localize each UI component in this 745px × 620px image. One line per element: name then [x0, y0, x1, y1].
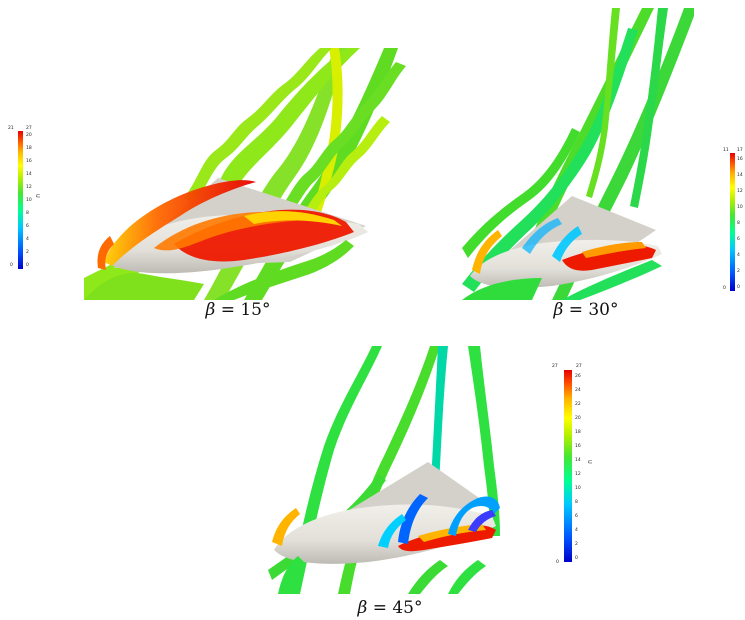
colorbar-3-variable: U: [586, 460, 592, 464]
colorbar-3-max: 27: [552, 364, 558, 369]
vortex-sheet: [562, 245, 656, 271]
vortex-sheet: [174, 209, 354, 262]
vortex-sheet: [552, 226, 582, 262]
vortex-sheet: [378, 514, 406, 548]
colorbar-2: 11 17 16 14 12 10 8 6 4 2 0 0: [723, 148, 745, 294]
colorbar-3-max-right: 27: [576, 364, 582, 369]
streamtube: [448, 560, 486, 594]
streamtube: [84, 48, 360, 300]
colorbar-2-gradient: [730, 153, 735, 291]
streamtube: [408, 560, 448, 594]
streamtube: [562, 260, 662, 300]
colorbar-3-min: 0: [556, 560, 559, 565]
colorbar-1-ticks: 20 18 16 14 12 10 8 6 4 2 0: [26, 133, 32, 268]
vortex-sheet: [582, 242, 646, 258]
caption-beta-15: β = 15°: [205, 300, 271, 320]
colorbar-1-min: 0: [10, 263, 13, 268]
streamtube: [294, 116, 390, 230]
streamtube: [84, 273, 204, 300]
colorbar-3: 27 27 26 24 22 20 18 16 14 12 10 8 6 4 2…: [552, 364, 598, 568]
streamtube: [274, 62, 406, 224]
streamtube: [97, 236, 114, 270]
vortex-sheet: [398, 525, 496, 552]
vortex-sheet: [522, 218, 562, 254]
streamline-panel-beta-45: [268, 346, 500, 594]
streamtube: [630, 8, 668, 208]
colorbar-3-gradient: [564, 370, 572, 562]
vortex-sheet: [448, 496, 500, 536]
vortex-sheet: [244, 211, 342, 226]
colorbar-1-variable: U: [34, 194, 40, 198]
colorbar-1-max-right: 27: [26, 126, 32, 131]
streamtube: [586, 8, 620, 198]
streamtube: [214, 240, 354, 300]
streamtube: [468, 346, 500, 536]
caption-beta-45: β = 45°: [357, 598, 423, 618]
streamline-panel-beta-30: [462, 8, 694, 300]
colorbar-2-ticks: 16 14 12 10 8 6 4 2 0: [737, 157, 743, 290]
streamtube: [472, 230, 502, 274]
colorbar-1-gradient: [18, 131, 23, 269]
colorbar-2-max-right: 17: [737, 148, 743, 153]
colorbar-2-min: 0: [723, 286, 726, 291]
streamtube: [272, 508, 300, 546]
colorbar-3-ticks: 26 24 22 20 18 16 14 12 10 8 6 4 2 0: [575, 374, 581, 561]
vortex-sheet: [398, 494, 428, 544]
streamtube: [552, 8, 694, 300]
colorbar-2-max: 11: [723, 148, 729, 153]
streamtube: [312, 48, 343, 216]
streamtube: [462, 128, 580, 258]
streamline-panel-beta-15: [84, 48, 406, 300]
caption-beta-30: β = 30°: [553, 300, 619, 320]
streamtube: [184, 48, 332, 204]
vortex-sheet: [468, 510, 496, 532]
streamtube: [278, 556, 304, 594]
streamtube: [462, 278, 542, 300]
colorbar-1: 21 27 20 18 16 14 12 10 8 6 4 2 0 0 U: [6, 126, 42, 272]
colorbar-1-max: 21: [8, 126, 14, 131]
vortex-sheet: [104, 180, 256, 266]
